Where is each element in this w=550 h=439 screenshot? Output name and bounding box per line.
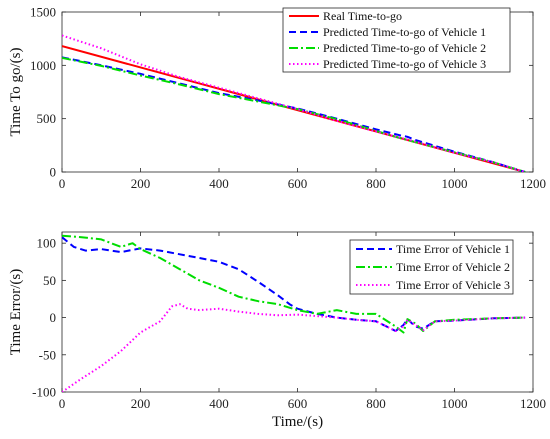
top-x-tick-label: 600: [288, 176, 308, 191]
bottom-x-tick-label: 400: [209, 396, 229, 411]
bottom-legend-label-3: Time Error of Vehicle 3: [396, 278, 510, 292]
bottom-legend-label-2: Time Error of Vehicle 2: [396, 260, 510, 274]
bottom-y-tick-label: 50: [43, 273, 56, 288]
top-legend-label-4: Predicted Time-to-go of Vehicle 3: [323, 57, 486, 71]
bottom-y-tick-label: -100: [32, 385, 56, 400]
top-x-tick-label: 0: [59, 176, 66, 191]
top-y-axis-label: Time To go/(s): [8, 48, 24, 137]
top-legend-box: [282, 7, 511, 73]
top-legend-label-1: Real Time-to-go: [323, 9, 402, 23]
bottom-x-tick-label: 600: [288, 396, 308, 411]
bottom-panel-time-error: 0 200 400 600 800 1000 1200 -100 -50 0 50 100 Time E…: [8, 231, 546, 430]
bottom-x-tick-label: 1000: [442, 396, 468, 411]
bottom-x-tick-label: 200: [131, 396, 151, 411]
bottom-y-axis-label: Time Error/(s): [8, 269, 24, 356]
top-series-line-2: [62, 56, 526, 172]
bottom-y-tick-label: 0: [50, 310, 57, 325]
bottom-y-tick-label: -50: [39, 347, 56, 362]
top-panel-time-to-go: 0 200 400 600 800 1000 1200 0 500 1000 1500 Time To…: [8, 5, 546, 192]
top-x-tick-label: 1000: [442, 176, 468, 191]
bottom-x-tick-label: 0: [59, 396, 66, 411]
bottom-legend-label-1: Time Error of Vehicle 1: [396, 242, 510, 256]
bottom-x-tick-label: 1200: [520, 396, 546, 411]
top-y-tick-label: 1500: [30, 5, 56, 20]
top-x-tick-label: 800: [366, 176, 386, 191]
top-y-tick-label: 1000: [30, 58, 56, 73]
top-series-line-3: [62, 56, 526, 172]
top-x-tick-label: 200: [131, 176, 151, 191]
bottom-x-tick-label: 800: [366, 396, 386, 411]
bottom-x-axis-label: Time/(s): [272, 414, 323, 430]
top-x-tick-label: 1200: [520, 176, 546, 191]
top-y-tick-label: 0: [50, 165, 57, 180]
top-legend-label-2: Predicted Time-to-go of Vehicle 1: [323, 25, 486, 39]
top-legend-label-3: Predicted Time-to-go of Vehicle 2: [323, 41, 486, 55]
bottom-y-tick-label: 100: [37, 236, 57, 251]
top-x-tick-label: 400: [209, 176, 229, 191]
top-y-tick-label: 500: [37, 111, 57, 126]
